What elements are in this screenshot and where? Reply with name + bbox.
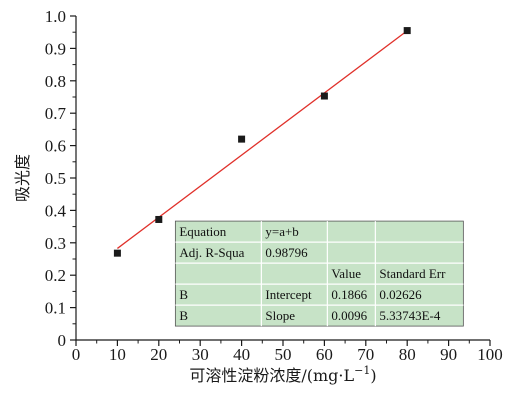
- y-tick-label: 0: [58, 331, 67, 350]
- x-axis-title-main: 可溶性淀粉浓度/(mg·L: [189, 366, 354, 385]
- stats-table-cell: 5.33743E-4: [379, 308, 441, 323]
- y-tick-label: 0.6: [45, 137, 66, 156]
- stats-table-cell: 0.02626: [379, 287, 422, 302]
- y-axis-title: 吸光度: [13, 154, 32, 202]
- stats-table-cell: Intercept: [265, 287, 312, 302]
- y-axis-ticks: 0 0.1 0.2 0.3 0.4 0.5 0.6 0.7 0.8 0.9 1.0: [45, 7, 76, 350]
- stats-table-background: [174, 220, 464, 327]
- stats-table-cell: Adj. R-Squa: [179, 245, 244, 260]
- x-tick-label: 30: [192, 345, 209, 364]
- stats-table-cell: y=a+b: [265, 224, 298, 239]
- x-tick-label: 90: [440, 345, 457, 364]
- x-axis-ticks: 0 10 20 30 40 50 60 70 80 90 100: [72, 340, 503, 364]
- x-axis-title-unit-exponent: −1: [354, 364, 370, 377]
- x-axis-title: 可溶性淀粉浓度/(mg·L−1): [189, 364, 376, 385]
- x-tick-label: 50: [275, 345, 292, 364]
- stats-table-cell: B: [179, 287, 188, 302]
- stats-table-cell: 0.0096: [331, 308, 367, 323]
- y-tick-label: 0.1: [45, 299, 66, 318]
- y-tick-label: 0.2: [45, 266, 66, 285]
- x-axis-title-end: ): [370, 366, 376, 385]
- fit-line: [117, 30, 408, 249]
- x-tick-label: 0: [72, 345, 81, 364]
- x-tick-label: 80: [399, 345, 416, 364]
- x-tick-label: 40: [233, 345, 250, 364]
- axes: [75, 16, 490, 341]
- data-points: [113, 27, 411, 257]
- data-point: [155, 215, 163, 223]
- y-tick-label: 0.4: [45, 201, 67, 220]
- x-tick-label: 20: [150, 345, 167, 364]
- y-tick-label: 0.3: [45, 234, 66, 253]
- stats-table-cell: Standard Err: [379, 266, 446, 281]
- data-point: [320, 92, 328, 100]
- stats-table-cell: Value: [331, 266, 361, 281]
- stats-table-cell: 0.1866: [331, 287, 367, 302]
- x-tick-label: 100: [477, 345, 503, 364]
- y-tick-label: 0.8: [45, 72, 66, 91]
- y-tick-label: 0.5: [45, 169, 66, 188]
- data-point: [238, 135, 246, 143]
- stats-table-cell: 0.98796: [265, 245, 308, 260]
- data-point: [403, 27, 411, 35]
- stats-table-cell: Equation: [179, 224, 226, 239]
- x-tick-label: 70: [357, 345, 374, 364]
- stats-table-cell: B: [179, 308, 188, 323]
- x-tick-label: 10: [109, 345, 126, 364]
- stats-table: Equation y=a+b Adj. R-Squa 0.98796 Value Stan…: [174, 220, 464, 327]
- y-tick-label: 0.7: [45, 104, 67, 123]
- y-tick-label: 1.0: [45, 7, 66, 26]
- data-point: [113, 249, 121, 257]
- stats-table-cell: Slope: [265, 308, 295, 323]
- x-tick-label: 60: [316, 345, 333, 364]
- y-tick-label: 0.9: [45, 39, 66, 58]
